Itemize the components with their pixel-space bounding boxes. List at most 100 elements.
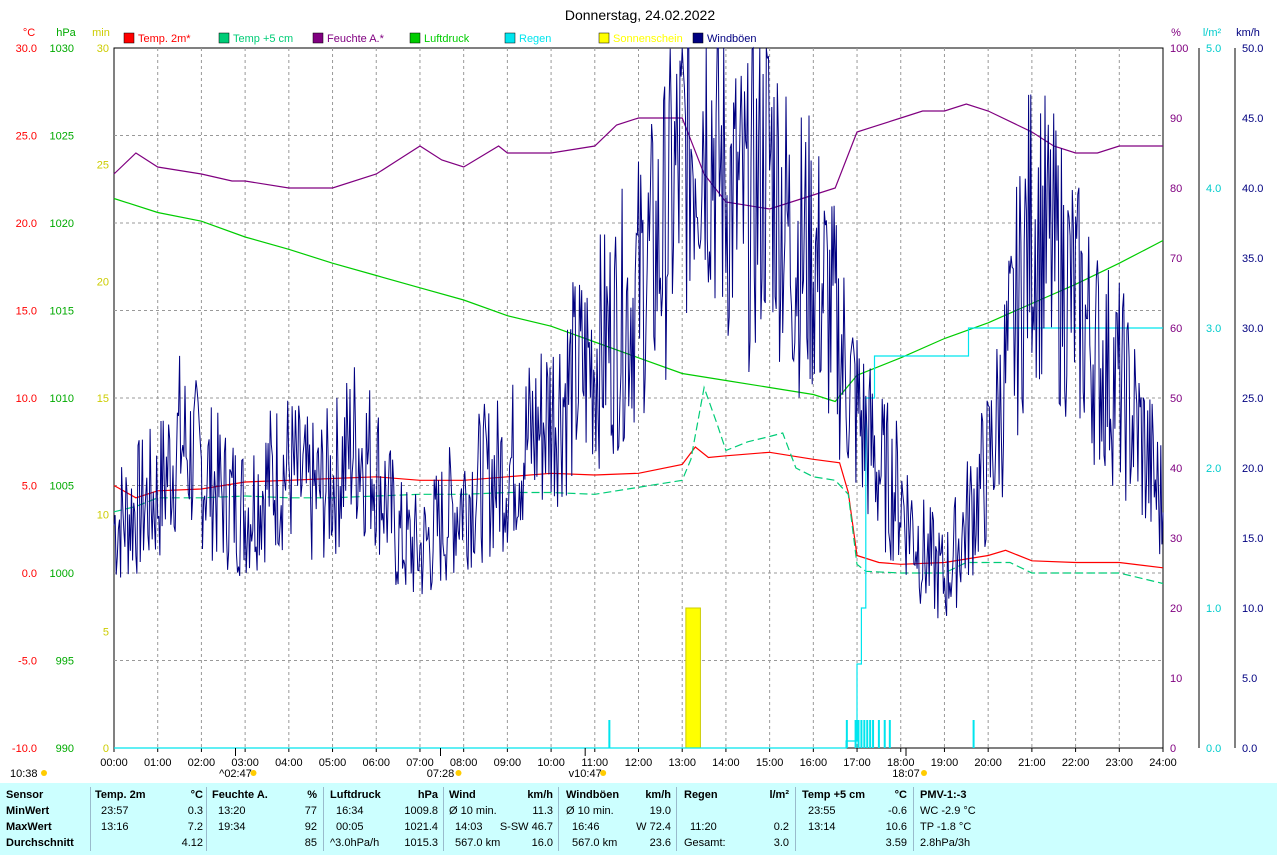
x-tick-label: 05:00	[319, 757, 347, 769]
stats-wind-header: Wind	[449, 789, 476, 801]
x-tick-label: 21:00	[1018, 757, 1046, 769]
chart-series	[113, 46, 1164, 749]
stats-temp2m-min-value: 0.3	[187, 805, 203, 817]
rain-tick-label: 0.0	[1206, 743, 1221, 755]
time-marker-label: v10:47	[569, 768, 602, 780]
chart-axes: 00:00 01:00 02:00 03:00 04:00 05:00 06:00 07:00…	[12, 43, 1264, 769]
humidity-tick-label: 30	[1170, 533, 1182, 545]
temp-tick-label: 20.0	[16, 218, 37, 230]
stats-gust-column: Windböen km/h Ø 10 min. 19.0 16:46 W 72.4 5…	[566, 783, 671, 855]
pressure-tick-label: 1025	[50, 131, 74, 143]
stats-pmv-dewpoint: TP -1.8 °C	[920, 821, 972, 833]
stats-humidity-column: Feuchte A.% 13:20 77 19:34 92 85	[212, 783, 317, 855]
humidity-tick-label: 50	[1170, 393, 1182, 405]
separator	[443, 787, 444, 851]
x-tick-label: 11:00	[581, 757, 608, 769]
pressure-tick-label: 1030	[50, 43, 74, 55]
separator	[913, 787, 914, 851]
pressure-tick-label: 1010	[50, 393, 74, 405]
stats-pressure-trend: ^3.0hPa/h	[330, 837, 380, 849]
wind-tick-label: 15.0	[1242, 533, 1263, 545]
sun-marker-dot	[250, 770, 257, 776]
humidity-tick-label: 60	[1170, 323, 1182, 335]
stats-pressure-min-time: 16:34	[336, 805, 364, 817]
stats-pressure-min-value: 1009.8	[404, 805, 438, 817]
temp-tick-label: 5.0	[22, 481, 37, 493]
stats-temp2m-header: Temp. 2m	[95, 789, 146, 801]
stats-header-sensor: Sensor	[6, 789, 44, 801]
stats-temp5cm-max-time: 13:14	[808, 821, 836, 833]
sunshine-unit-label: min	[92, 27, 110, 39]
wind-tick-label: 50.0	[1242, 43, 1263, 55]
x-tick-label: 15:00	[756, 757, 784, 769]
stats-rain-column: Regen l/m² 11:20 0.2 Gesamt: 3.0	[684, 783, 789, 855]
pressure-tick-label: 1020	[50, 218, 74, 230]
sunshine-tick-label: 0	[103, 743, 109, 755]
temp-tick-label: 0.0	[22, 568, 37, 580]
stats-rain-header: Regen	[684, 789, 718, 801]
pressure-unit-label: hPa	[56, 27, 76, 39]
stats-humidity-unit: %	[307, 789, 317, 801]
rain-tick-label: 5.0	[1206, 43, 1221, 55]
humidity-tick-label: 70	[1170, 253, 1182, 265]
wind-tick-label: 20.0	[1242, 463, 1263, 475]
wind-tick-label: 35.0	[1242, 253, 1263, 265]
stats-wind-distance: 567.0 km	[455, 837, 501, 849]
legend-swatch-sonnenschein	[598, 32, 610, 44]
wind-tick-label: 25.0	[1242, 393, 1263, 405]
stats-gust-max-value: W 72.4	[636, 821, 671, 833]
x-tick-label: 04:00	[275, 757, 303, 769]
stats-rain-total-value: 3.0	[773, 837, 789, 849]
sunshine-bar	[685, 607, 701, 749]
legend-swatch-regen	[504, 32, 516, 44]
sunshine-tick-label: 10	[97, 510, 109, 522]
stats-gust-avg-value: 23.6	[649, 837, 671, 849]
x-tick-label: 09:00	[494, 757, 522, 769]
x-tick-label: 22:00	[1062, 757, 1090, 769]
wind-tick-label: 40.0	[1242, 183, 1263, 195]
sunshine-tick-label: 5	[103, 626, 109, 638]
temp-tick-label: 15.0	[16, 306, 37, 318]
stats-temp2m-max-time: 13:16	[101, 821, 129, 833]
temp-tick-label: -10.0	[12, 743, 37, 755]
stats-temp5cm-unit: °C	[894, 789, 907, 801]
stats-temp2m-column: Temp. 2m °C 23:57 0.3 13:16 7.2 4.12	[95, 783, 203, 855]
humidity-tick-label: 100	[1170, 43, 1188, 55]
stats-pressure-unit: hPa	[417, 789, 438, 801]
stats-temp5cm-header: Temp +5 cm	[802, 789, 866, 801]
stats-humidity-min-value: 77	[304, 805, 317, 817]
x-tick-label: 18:00	[887, 757, 915, 769]
rain-tick-label: 3.0	[1206, 323, 1221, 335]
legend-label-luftdruck: Luftdruck	[424, 33, 470, 45]
x-tick-label: 24:00	[1149, 757, 1177, 769]
wind-tick-label: 10.0	[1242, 603, 1263, 615]
sunshine-tick-label: 20	[97, 276, 109, 288]
humidity-tick-label: 10	[1170, 673, 1182, 685]
time-marker-label: ^02:47	[219, 768, 252, 780]
sunshine-tick-label: 15	[97, 393, 109, 405]
stats-temp5cm-min-value: -0.6	[888, 805, 907, 817]
stats-rain-max-time: 11:20	[690, 821, 717, 833]
stats-pmv-column: PMV-1:-3 WC -2.9 °C TP -1.8 °C 2.8hPa/3h	[920, 783, 1040, 855]
stats-pressure-max-time: 00:05	[336, 821, 364, 833]
wind-tick-label: 45.0	[1242, 113, 1263, 125]
rain-unit-label: l/m²	[1203, 27, 1222, 39]
stats-rain-max-value: 0.2	[773, 821, 789, 833]
legend-label-temp-2m: Temp. 2m*	[138, 33, 191, 45]
stats-humidity-min-time: 13:20	[218, 805, 246, 817]
x-tick-label: 23:00	[1106, 757, 1134, 769]
pressure-tick-label: 1015	[50, 306, 74, 318]
stats-pressure-avg-value: 1015.3	[404, 837, 438, 849]
wind-unit-label: km/h	[1236, 27, 1260, 39]
x-tick-label: 10:00	[537, 757, 565, 769]
stats-label-max: MaxWert	[6, 821, 52, 833]
stats-humidity-max-value: 92	[304, 821, 317, 833]
sun-marker-dot	[455, 770, 462, 776]
stats-label-min: MinWert	[6, 805, 50, 817]
series-line-regen	[114, 327, 1163, 749]
separator	[90, 787, 91, 851]
humidity-unit-label: %	[1171, 27, 1181, 39]
weather-chart: Donnerstag, 24.02.2022 Temp. 2m* Temp +5 …	[10, 7, 1264, 780]
series-line-windb-en	[113, 46, 1164, 619]
pressure-tick-label: 995	[56, 656, 74, 668]
